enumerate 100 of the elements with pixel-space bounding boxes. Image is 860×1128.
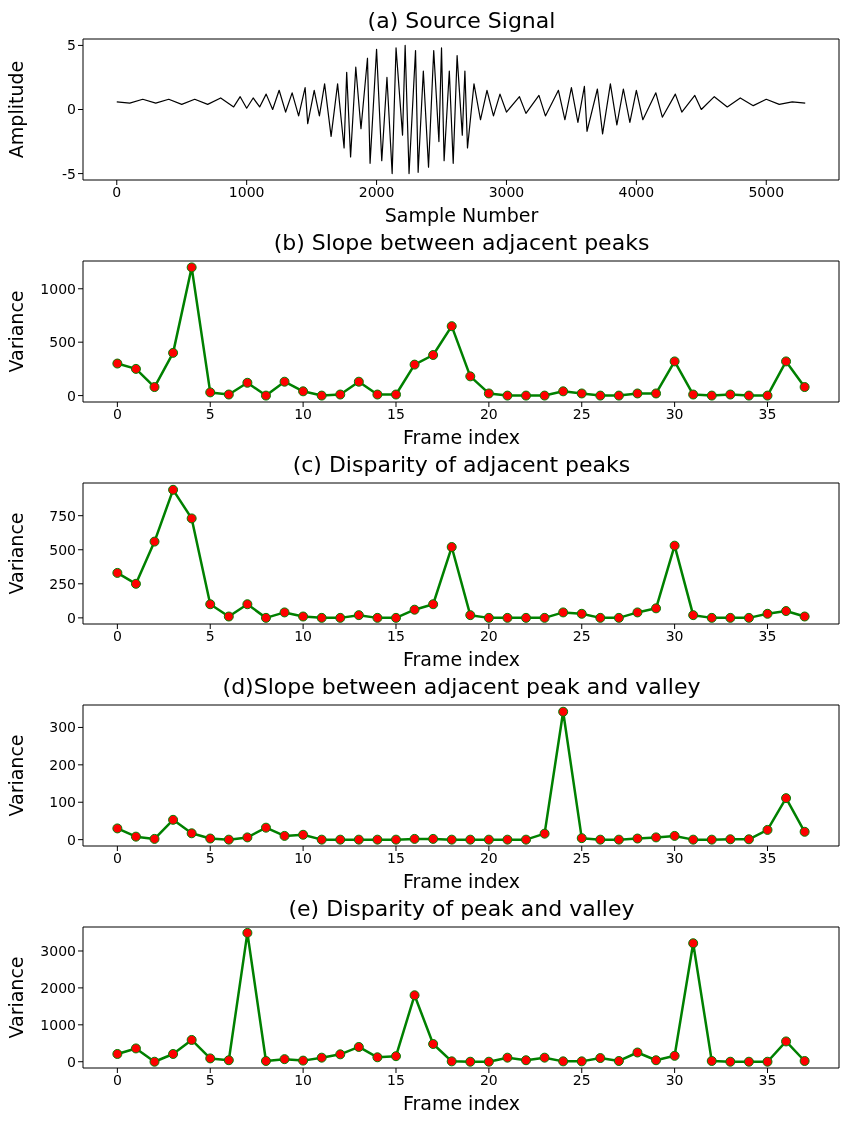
point	[595, 1053, 606, 1064]
point	[706, 612, 717, 623]
point	[409, 990, 420, 1001]
point	[130, 831, 141, 842]
point	[781, 1036, 792, 1047]
point	[168, 347, 179, 358]
point	[298, 611, 309, 622]
point	[149, 382, 160, 393]
x-tick-label: 10	[294, 849, 313, 866]
x-tick-label: 25	[572, 627, 591, 644]
x-tick-label: 0	[112, 405, 122, 422]
y-axis-title: Variance	[4, 734, 27, 817]
x-tick-label: 15	[387, 627, 405, 644]
point	[725, 389, 736, 400]
y-tick-label: 200	[49, 756, 76, 773]
x-tick-label: 20	[479, 1071, 498, 1088]
point	[335, 1049, 346, 1060]
x-tick-label: 35	[758, 849, 777, 866]
point	[725, 612, 736, 623]
x-tick-label: 0	[112, 627, 122, 644]
point	[112, 567, 123, 578]
point	[353, 610, 364, 621]
point	[223, 834, 234, 845]
point	[168, 814, 179, 825]
x-tick-label: 15	[387, 1071, 405, 1088]
point	[706, 1055, 717, 1066]
x-tick-label: 10	[294, 627, 313, 644]
point	[743, 1056, 754, 1067]
point	[632, 1047, 643, 1058]
point	[502, 612, 513, 623]
line-series	[116, 44, 806, 175]
point	[576, 388, 587, 399]
point	[168, 1048, 179, 1059]
point	[353, 1041, 364, 1052]
point	[483, 1056, 494, 1067]
point	[483, 388, 494, 399]
x-tick-label: 20	[479, 849, 498, 866]
point	[632, 607, 643, 618]
point	[316, 834, 327, 845]
point	[558, 1056, 569, 1067]
point	[112, 358, 123, 369]
x-tick-label: 10	[294, 1071, 313, 1088]
y-tick-label: 0	[67, 831, 76, 848]
point	[316, 390, 327, 401]
point	[130, 578, 141, 589]
x-tick-label: 35	[758, 405, 777, 422]
point	[539, 828, 550, 839]
y-tick-label: 5	[67, 37, 76, 54]
point	[242, 599, 253, 610]
point	[576, 833, 587, 844]
y-tick-label: 0	[67, 609, 76, 626]
point	[558, 607, 569, 618]
point	[372, 389, 383, 400]
x-tick-label: 2000	[358, 183, 395, 200]
point	[428, 350, 439, 360]
y-tick-label: 2000	[40, 979, 76, 996]
point	[149, 833, 160, 844]
point	[632, 833, 643, 844]
point	[669, 830, 680, 841]
point	[595, 390, 606, 401]
y-tick-label: 500	[49, 541, 76, 558]
point	[539, 612, 550, 623]
x-tick-label: 5000	[748, 183, 785, 200]
y-tick-label: 500	[49, 334, 76, 351]
x-axis-title: Frame index	[401, 1092, 522, 1114]
point	[521, 612, 532, 623]
point	[799, 611, 810, 622]
point	[186, 513, 197, 524]
point	[688, 389, 699, 400]
chart-title: (c) Disparity of adjacent peaks	[291, 452, 632, 478]
point	[725, 1056, 736, 1067]
x-tick-label: 5	[205, 849, 215, 866]
x-tick-label: 0	[112, 849, 122, 866]
x-tick-label: 30	[665, 849, 684, 866]
point	[242, 927, 253, 938]
point	[335, 389, 346, 400]
point	[762, 608, 773, 619]
x-tick-label: 25	[572, 405, 591, 422]
point	[613, 390, 624, 401]
point	[242, 377, 253, 388]
point	[706, 834, 717, 845]
point	[335, 834, 346, 845]
point	[669, 1050, 680, 1061]
point	[372, 834, 383, 845]
point	[260, 612, 271, 623]
x-tick-label: 25	[572, 849, 591, 866]
point	[781, 356, 792, 367]
x-tick-label: 25	[572, 1071, 591, 1088]
point	[521, 390, 532, 401]
point	[130, 363, 141, 374]
point	[205, 833, 216, 844]
point	[428, 1039, 439, 1050]
y-tick-label: 300	[49, 719, 76, 736]
y-axis-title: Variance	[4, 512, 27, 595]
point	[743, 390, 754, 401]
point	[149, 536, 160, 547]
point	[465, 1056, 476, 1067]
point	[483, 612, 494, 623]
point	[168, 484, 179, 495]
x-tick-label: 0	[112, 1071, 122, 1088]
